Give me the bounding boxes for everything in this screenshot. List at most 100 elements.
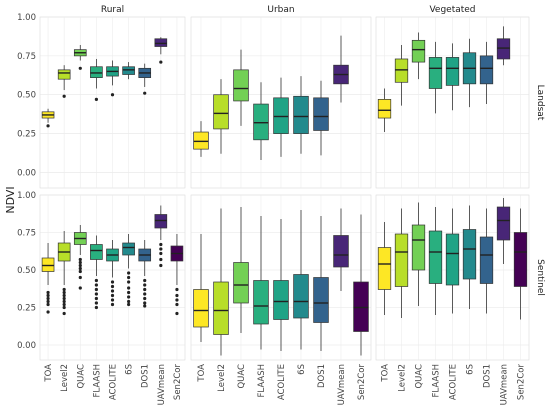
x-tick-label-6s: 6S (466, 364, 476, 375)
box-sen2cor (353, 214, 369, 356)
outlier-point (110, 289, 115, 293)
y-tick-label: 0.25 (17, 130, 36, 140)
box-dos1 (138, 240, 152, 308)
box-iqr (333, 235, 349, 268)
box-iqr (57, 69, 71, 80)
box-level2 (213, 79, 229, 154)
box-toa (377, 222, 392, 315)
box-6s (122, 234, 135, 307)
outlier-point (143, 292, 147, 296)
box-acolite (445, 208, 460, 314)
outlier-point (143, 278, 147, 283)
box-quac (73, 44, 87, 70)
panel-landsat-rural (39, 16, 186, 189)
outlier-point (94, 97, 98, 101)
box-iqr (428, 230, 443, 284)
panel-sentinel-vegetated (375, 194, 530, 361)
box-iqr (462, 229, 477, 280)
outlier-point (127, 295, 131, 299)
outlier-point (159, 247, 163, 251)
outlier-point (110, 280, 115, 284)
x-tick-label-acolite: ACOLITE (277, 364, 287, 400)
box-flaash (90, 58, 103, 101)
y-tick-label: 0.00 (17, 168, 36, 178)
box-iqr (445, 57, 460, 86)
outlier-point (127, 275, 131, 280)
x-tick-label-6s: 6S (125, 364, 135, 375)
box-dos1 (479, 208, 494, 314)
y-axis-label: NDVI (4, 186, 17, 213)
box-iqr (353, 281, 369, 332)
box-acolite (445, 43, 460, 111)
box-toa (193, 121, 209, 157)
box-iqr (479, 55, 494, 85)
outlier-point (78, 269, 82, 274)
outlier-point (127, 280, 131, 284)
box-uavmean (333, 208, 349, 291)
y-tick-label: 1.00 (17, 13, 36, 23)
strip-label-vegetated: Vegetated (429, 5, 475, 15)
x-tick-label-toa: TOA (44, 364, 54, 383)
box-iqr (293, 274, 309, 319)
box-iqr (213, 281, 229, 335)
outlier-point (110, 93, 115, 97)
outlier-point (62, 293, 66, 298)
box-iqr (377, 99, 392, 119)
box-quac (233, 49, 249, 126)
outlier-point (62, 299, 66, 304)
x-tick-label-toa: TOA (197, 364, 207, 383)
outlier-point (46, 124, 50, 128)
box-quac (233, 207, 249, 333)
outlier-point (94, 301, 98, 305)
outlier-point (46, 293, 50, 298)
strip-label-urban: Urban (267, 5, 294, 15)
box-iqr (445, 233, 460, 286)
box-iqr (253, 103, 269, 141)
x-tick-label-acolite: ACOLITE (449, 364, 459, 400)
box-iqr (313, 277, 329, 323)
x-tick-label-level2: Level2 (217, 364, 227, 392)
x-axis-ticks: TOA Level2 QUAC FLAASH ACOLITE 6S DOS1 UAVmean S… (44, 364, 526, 406)
box-flaash (90, 235, 103, 310)
box-flaash (253, 216, 269, 350)
box-iqr (496, 38, 511, 60)
x-tick-label-dos1: DOS1 (317, 364, 327, 388)
box-iqr (479, 236, 494, 284)
box-level2 (213, 208, 229, 356)
x-tick-label-dos1: DOS1 (141, 364, 151, 388)
outlier-point (46, 302, 50, 307)
box-sen2cor (513, 208, 528, 320)
box-toa (377, 88, 392, 133)
box-dos1 (313, 80, 329, 156)
box-iqr (90, 66, 103, 78)
y-tick-label: 0.75 (17, 52, 36, 62)
facet-strips: Rural Urban Vegetated Landsat Sentinel (40, 2, 545, 296)
box-uavmean (333, 35, 349, 103)
box-iqr (273, 280, 289, 320)
box-uavmean (496, 26, 511, 66)
box-6s (293, 76, 309, 154)
outlier-point (127, 302, 131, 307)
box-iqr (90, 244, 103, 260)
box-iqr (293, 95, 309, 134)
outlier-point (127, 290, 131, 295)
strip-rural (40, 2, 185, 16)
outlier-point (143, 283, 147, 287)
outlier-point (62, 290, 66, 295)
box-iqr (213, 94, 229, 130)
box-iqr (411, 39, 426, 63)
box-iqr (428, 57, 443, 89)
outlier-point (110, 298, 115, 302)
x-tick-label-flaash: FLAASH (257, 364, 267, 397)
outlier-point (143, 91, 147, 95)
box-level2 (394, 208, 409, 318)
box-toa (193, 234, 209, 342)
outlier-point (94, 296, 98, 301)
x-tick-label-level2: Level2 (60, 364, 70, 392)
strip-label-sentinel: Sentinel (535, 259, 545, 296)
strip-vegetated (376, 2, 529, 16)
outlier-point (110, 293, 115, 298)
panel-landsat-vegetated (375, 16, 530, 189)
box-dos1 (479, 41, 494, 105)
